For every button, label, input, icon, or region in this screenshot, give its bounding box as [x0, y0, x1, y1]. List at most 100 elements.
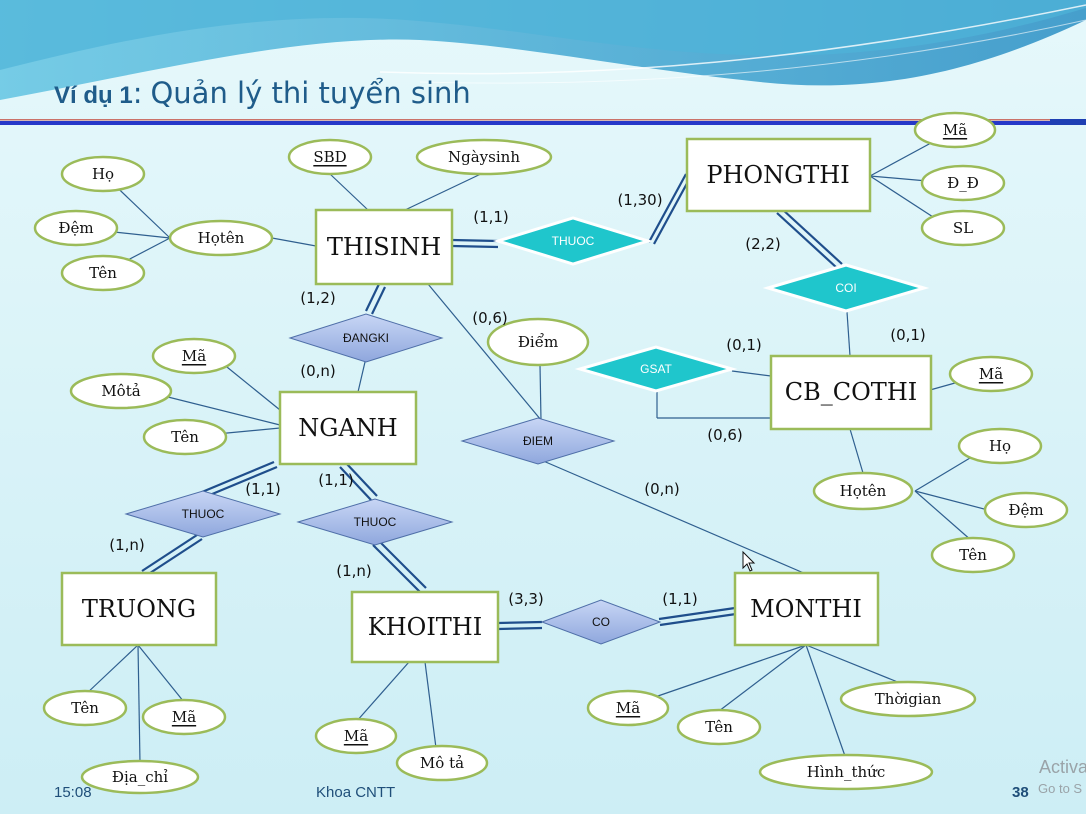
attr-cb-dem: Đệm [983, 491, 1069, 529]
attr-thisinh-ngaysinh: Ngàysinh [415, 138, 553, 176]
card-cb-gsat-bottom: (0,6) [707, 426, 743, 444]
entity-nganh: NGANH [278, 390, 418, 466]
attr-khoithi-mota: Mô tả [395, 744, 489, 782]
relationship-diem-label: ĐIEM [523, 434, 553, 448]
card-khoithi-thuoc: (1,n) [336, 562, 372, 580]
attr-monthi-hinhthuc: Hình_thức [758, 753, 934, 791]
relationship-dangki: ĐANGKI [288, 313, 444, 363]
attr-truong-ten-label: Tên [71, 699, 99, 717]
attr-thisinh-dem: Đệm [33, 209, 119, 247]
attr-cb-ho-label: Họ [989, 437, 1011, 455]
card-phongthi-coi: (2,2) [745, 235, 781, 253]
card-nganh-thuoc-truong: (1,1) [245, 480, 281, 498]
card-thisinh-diem: (0,6) [472, 309, 508, 327]
attr-nganh-mota: Môtả [69, 372, 173, 410]
attr-cb-ho: Họ [957, 427, 1043, 465]
relationship-thuoc-label: THUOC [552, 234, 595, 248]
double-connectors [141, 173, 843, 631]
attr-thisinh-ngaysinh-label: Ngàysinh [448, 148, 520, 166]
cardinality-labels: (1,1) (1,30) (2,2) (0,1) (1,2) (0,n) (0,… [109, 191, 926, 608]
attr-diem: Điểm [486, 317, 590, 367]
attr-truong-ma-label: Mã [172, 708, 196, 726]
card-monthi-diem: (0,n) [644, 480, 680, 498]
entity-phongthi-label: PHONGTHI [706, 161, 849, 189]
relationship-co-label: CO [592, 615, 610, 629]
attr-thisinh-ho-label: Họ [92, 165, 114, 183]
attr-cb-ma-label: Mã [979, 365, 1003, 383]
attr-phongthi-ma: Mã [913, 111, 997, 149]
card-thisinh-dangki: (1,2) [300, 289, 336, 307]
watermark-line2: Go to S [1038, 781, 1082, 796]
relationship-coi: COI [762, 263, 930, 313]
attr-monthi-ten-label: Tên [705, 718, 733, 736]
card-nganh-dangki: (0,n) [300, 362, 336, 380]
attr-khoithi-ma-label: Mã [344, 727, 368, 745]
attr-cb-hoten-label: Họtên [840, 482, 887, 500]
attr-phongthi-ma-label: Mã [943, 121, 967, 139]
card-cb-gsat-top: (0,1) [726, 336, 762, 354]
entity-thisinh: THISINH [314, 208, 454, 286]
attr-thisinh-ho: Họ [60, 155, 146, 193]
attr-monthi-ma-label: Mã [616, 699, 640, 717]
card-monthi-co: (1,1) [662, 590, 698, 608]
entity-phongthi: PHONGTHI [685, 137, 872, 213]
relationship-co: CO [540, 599, 662, 645]
card-phongthi-thuoc: (1,30) [617, 191, 662, 209]
attr-truong-diachi: Địa_chỉ [80, 759, 200, 795]
attr-nganh-ten-label: Tên [171, 428, 199, 446]
title-colon: : [133, 76, 143, 110]
attr-nganh-ma-label: Mã [182, 347, 206, 365]
footer-department: Khoa CNTT [316, 784, 395, 801]
slide-title: Ví dụ 1: Quản lý thi tuyển sinh [54, 76, 471, 110]
attr-cb-hoten: Họtên [812, 471, 914, 511]
attr-phongthi-sl-label: SL [953, 219, 973, 237]
attr-thisinh-ten: Tên [60, 254, 146, 292]
title-text: Quản lý thi tuyển sinh [150, 76, 470, 110]
attr-thisinh-hoten: Họtên [168, 219, 274, 257]
relationship-gsat: GSAT [574, 345, 738, 393]
attr-nganh-ma: Mã [151, 337, 237, 375]
relationship-gsat-label: GSAT [640, 362, 672, 376]
attr-cb-dem-label: Đệm [1008, 501, 1043, 519]
attr-thisinh-sbd-label: SBD [313, 148, 346, 166]
attr-monthi-ma: Mã [586, 689, 670, 727]
relationship-coi-label: COI [835, 281, 856, 295]
attr-truong-ten: Tên [42, 689, 128, 727]
watermark-line1: Activa [1039, 757, 1086, 777]
relationship-thuoc-nganh-truong: THUOC [124, 490, 282, 538]
relationship-thuoc-nganh-khoithi: THUOC [296, 498, 454, 546]
footer-time: 15:08 [54, 784, 92, 801]
title-underline [0, 119, 1086, 125]
attr-phongthi-sl: SL [920, 209, 1006, 247]
card-nganh-thuoc-khoithi: (1,1) [318, 471, 354, 489]
entity-truong: TRUONG [60, 571, 218, 647]
entity-truong-label: TRUONG [82, 595, 196, 623]
attr-thisinh-sbd: SBD [287, 138, 373, 176]
card-thisinh-thuoc: (1,1) [473, 208, 509, 226]
mouse-cursor-icon [742, 550, 756, 572]
entity-cb-cothi-label: CB_COTHI [785, 378, 917, 406]
entity-nganh-label: NGANH [298, 414, 397, 442]
attr-nganh-ten: Tên [142, 418, 228, 456]
entity-thisinh-label: THISINH [327, 233, 441, 261]
entity-khoithi: KHOITHI [350, 590, 500, 664]
entity-monthi: MONTHI [733, 571, 880, 647]
attr-phongthi-dd: Đ_Đ [920, 164, 1006, 202]
entity-monthi-label: MONTHI [750, 595, 862, 623]
attr-thisinh-hoten-label: Họtên [198, 229, 245, 247]
attr-thisinh-dem-label: Đệm [58, 219, 93, 237]
footer-page-number: 38 [1012, 784, 1029, 801]
entity-khoithi-label: KHOITHI [368, 613, 482, 641]
attr-phongthi-dd-label: Đ_Đ [947, 174, 979, 192]
relationship-thuoc-khoithi-label: THUOC [354, 515, 397, 529]
attr-cb-ma: Mã [948, 355, 1034, 393]
relationship-diem: ĐIEM [460, 417, 616, 465]
entity-cb-cothi: CB_COTHI [769, 354, 933, 431]
attr-thisinh-ten-label: Tên [89, 264, 117, 282]
header-wave [0, 0, 1086, 100]
attr-monthi-hinhthuc-label: Hình_thức [807, 763, 885, 781]
attr-monthi-thoigian-label: Thờigian [875, 690, 942, 708]
attr-monthi-ten: Tên [676, 708, 762, 746]
attr-cb-ten: Tên [930, 536, 1016, 574]
